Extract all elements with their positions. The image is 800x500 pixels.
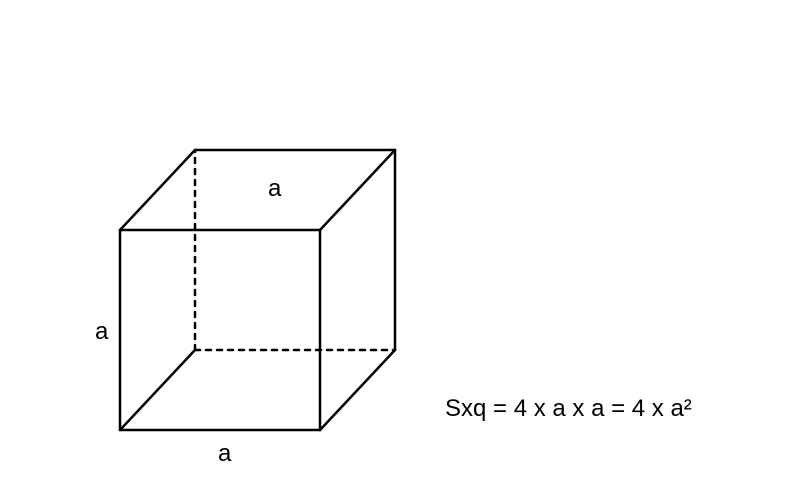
cube-edge — [120, 350, 195, 430]
cube-edge — [120, 150, 195, 230]
cube-edge — [320, 150, 395, 230]
lateral-surface-formula: Sxq = 4 x a x a = 4 x a² — [445, 395, 692, 423]
cube-diagram — [0, 0, 800, 500]
edge-label-top: a — [268, 175, 281, 203]
edge-label-bottom: a — [218, 440, 231, 468]
cube-edge — [320, 350, 395, 430]
edge-label-left: a — [95, 318, 108, 346]
